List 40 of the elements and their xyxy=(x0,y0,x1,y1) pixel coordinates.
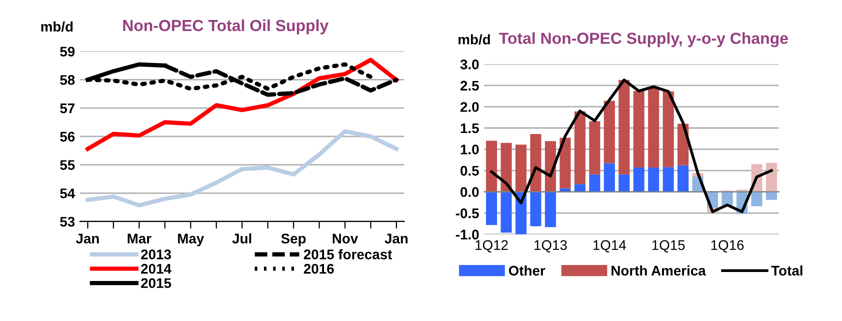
y-tick-label: 3.0 xyxy=(460,60,479,70)
x-tick-label: 1Q15 xyxy=(652,240,685,252)
chart-title: Non-OPEC Total Oil Supply xyxy=(123,19,329,34)
y-tick-label: 0.0 xyxy=(460,187,479,197)
y-axis-title: mb/d xyxy=(41,21,73,32)
y-tick-label: -1.0 xyxy=(456,230,479,240)
x-tick-label: Sep xyxy=(281,234,306,246)
y-tick-label: 0.5 xyxy=(460,166,479,176)
chart-title: Total Non-OPEC Supply, y-o-y Change xyxy=(499,32,788,48)
y-tick-label: 58 xyxy=(60,75,75,85)
legend-label: Other xyxy=(508,265,546,276)
legend-label: 2015 forecast xyxy=(304,249,392,260)
y-tick-label: 1.0 xyxy=(460,144,479,154)
legend-label: North America xyxy=(612,265,706,276)
x-tick-label: Nov xyxy=(332,234,358,244)
legend-label: Total xyxy=(771,265,802,276)
legend-label: 2016 xyxy=(304,264,334,274)
y-tick-label: 57 xyxy=(60,104,75,114)
x-tick-label: Jan xyxy=(384,234,408,244)
x-tick-label: 1Q12 xyxy=(476,240,508,252)
legend-label: 2013 xyxy=(141,250,171,260)
y-tick-label: 53 xyxy=(60,216,75,227)
x-tick-label: May xyxy=(178,234,204,246)
y-tick-label: 2.5 xyxy=(460,80,479,91)
y-tick-label: 54 xyxy=(60,188,76,198)
x-tick-label: 1Q14 xyxy=(593,240,626,252)
y-axis-title: mb/d xyxy=(458,34,490,45)
legend-label: 2015 xyxy=(141,278,172,288)
y-tick-label: 55 xyxy=(60,160,75,170)
x-tick-label: 1Q13 xyxy=(534,240,567,252)
x-tick-label: Jul xyxy=(232,233,252,244)
x-tick-label: Jan xyxy=(76,234,99,244)
y-tick-label: 2.0 xyxy=(460,102,479,112)
x-tick-label: Mar xyxy=(128,234,152,244)
y-tick-label: 56 xyxy=(60,132,75,142)
x-tick-label: 1Q16 xyxy=(711,240,744,252)
legend-label: 2014 xyxy=(141,264,172,274)
y-tick-label: 1.5 xyxy=(460,123,479,134)
y-tick-label: -0.5 xyxy=(456,208,479,218)
y-tick-label: 59 xyxy=(60,46,75,57)
